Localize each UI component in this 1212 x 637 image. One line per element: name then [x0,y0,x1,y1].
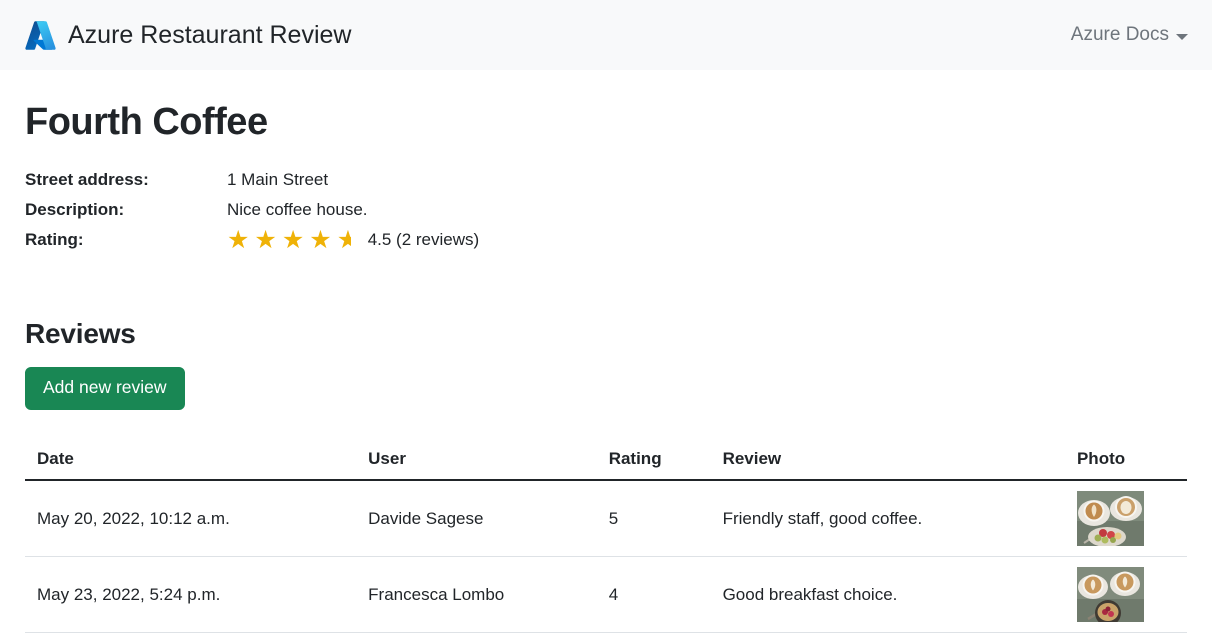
star-full-icon: ★ [281,225,305,254]
review-photo-coffee-and-bowl [1076,567,1144,622]
description-value: Nice coffee house. [227,200,368,219]
table-row: May 23, 2022, 5:24 p.m. Francesca Lombo … [25,556,1187,633]
star-rating-icons: ★ ★ ★ ★ ★ [227,225,356,254]
rating-label: Rating: [25,230,84,249]
table-row: May 20, 2022, 10:12 a.m. Davide Sagese 5… [25,480,1187,557]
azure-docs-label: Azure Docs [1070,24,1169,45]
chevron-down-icon [1176,33,1188,40]
main-content: Fourth Coffee Street address: 1 Main Str… [0,101,1212,633]
reviews-table: Date User Rating Review Photo May 20, 20… [25,441,1187,633]
rating-text: 4.5 (2 reviews) [367,230,480,249]
brand-title: Azure Restaurant Review [68,20,352,49]
review-text: Friendly staff, good coffee. [710,480,1065,557]
col-header-review: Review [710,441,1065,481]
review-rating: 4 [596,556,711,633]
col-header-user: User [356,441,597,481]
rating-value: ★ ★ ★ ★ ★ 4.5 (2 reviews) [227,225,480,254]
azure-logo-icon [24,19,57,52]
star-half-icon: ★ [336,227,351,253]
reviews-heading: Reviews [25,318,136,349]
add-review-button[interactable]: Add new review [25,367,185,410]
review-user: Davide Sagese [356,480,597,557]
rating-row: Rating: ★ ★ ★ ★ ★ 4.5 (2 reviews) [25,225,1187,255]
star-full-icon: ★ [254,225,277,254]
review-date: May 20, 2022, 10:12 a.m. [25,480,357,557]
col-header-photo: Photo [1064,441,1187,481]
description-label: Description: [25,200,125,219]
brand-link[interactable]: Azure Restaurant Review [24,19,351,52]
restaurant-name-heading: Fourth Coffee [25,101,268,143]
review-photo-coffee-and-fruit [1076,491,1144,546]
description-row: Description: Nice coffee house. [25,195,1187,225]
table-header-row: Date User Rating Review Photo [25,441,1187,481]
street-address-value: 1 Main Street [227,170,329,189]
navbar: Azure Restaurant Review Azure Docs [0,0,1212,70]
street-address-label: Street address: [25,170,149,189]
azure-docs-dropdown[interactable]: Azure Docs [1071,24,1188,46]
restaurant-details: Street address: 1 Main Street Descriptio… [25,165,1187,255]
star-full-icon: ★ [309,225,332,254]
star-full-icon: ★ [227,225,250,254]
review-user: Francesca Lombo [356,556,597,633]
col-header-rating: Rating [596,441,711,481]
street-address-row: Street address: 1 Main Street [25,165,1187,195]
review-text: Good breakfast choice. [710,556,1065,633]
col-header-date: Date [25,441,357,481]
review-date: May 23, 2022, 5:24 p.m. [25,556,357,633]
review-rating: 5 [596,480,711,557]
